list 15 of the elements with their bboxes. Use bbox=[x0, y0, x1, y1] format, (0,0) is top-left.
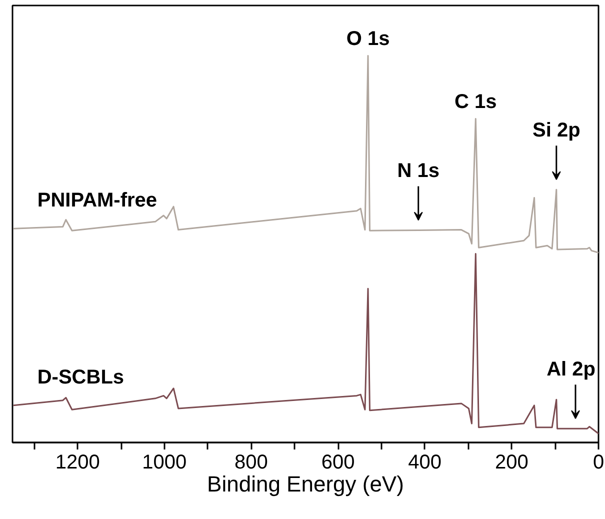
x-tick-label: 600 bbox=[321, 452, 355, 474]
annotation: Al 2p bbox=[546, 358, 596, 381]
x-tick-label: 400 bbox=[408, 452, 442, 474]
x-tick-label: 800 bbox=[234, 452, 268, 474]
annotation: O 1s bbox=[346, 28, 390, 50]
x-tick-label: 1200 bbox=[55, 452, 100, 474]
annotation: N 1s bbox=[397, 160, 440, 182]
x-tick-label: 0 bbox=[592, 452, 604, 474]
x-axis-title: Binding Energy (eV) bbox=[207, 472, 404, 496]
x-tick-label: 200 bbox=[495, 452, 528, 474]
x-tick-label: 1000 bbox=[142, 452, 187, 474]
annotation: C 1s bbox=[454, 90, 497, 113]
annotation: Si 2p bbox=[532, 120, 580, 142]
series-label: PNIPAM-free bbox=[37, 190, 158, 212]
series-label: D-SCBLs bbox=[37, 366, 124, 388]
